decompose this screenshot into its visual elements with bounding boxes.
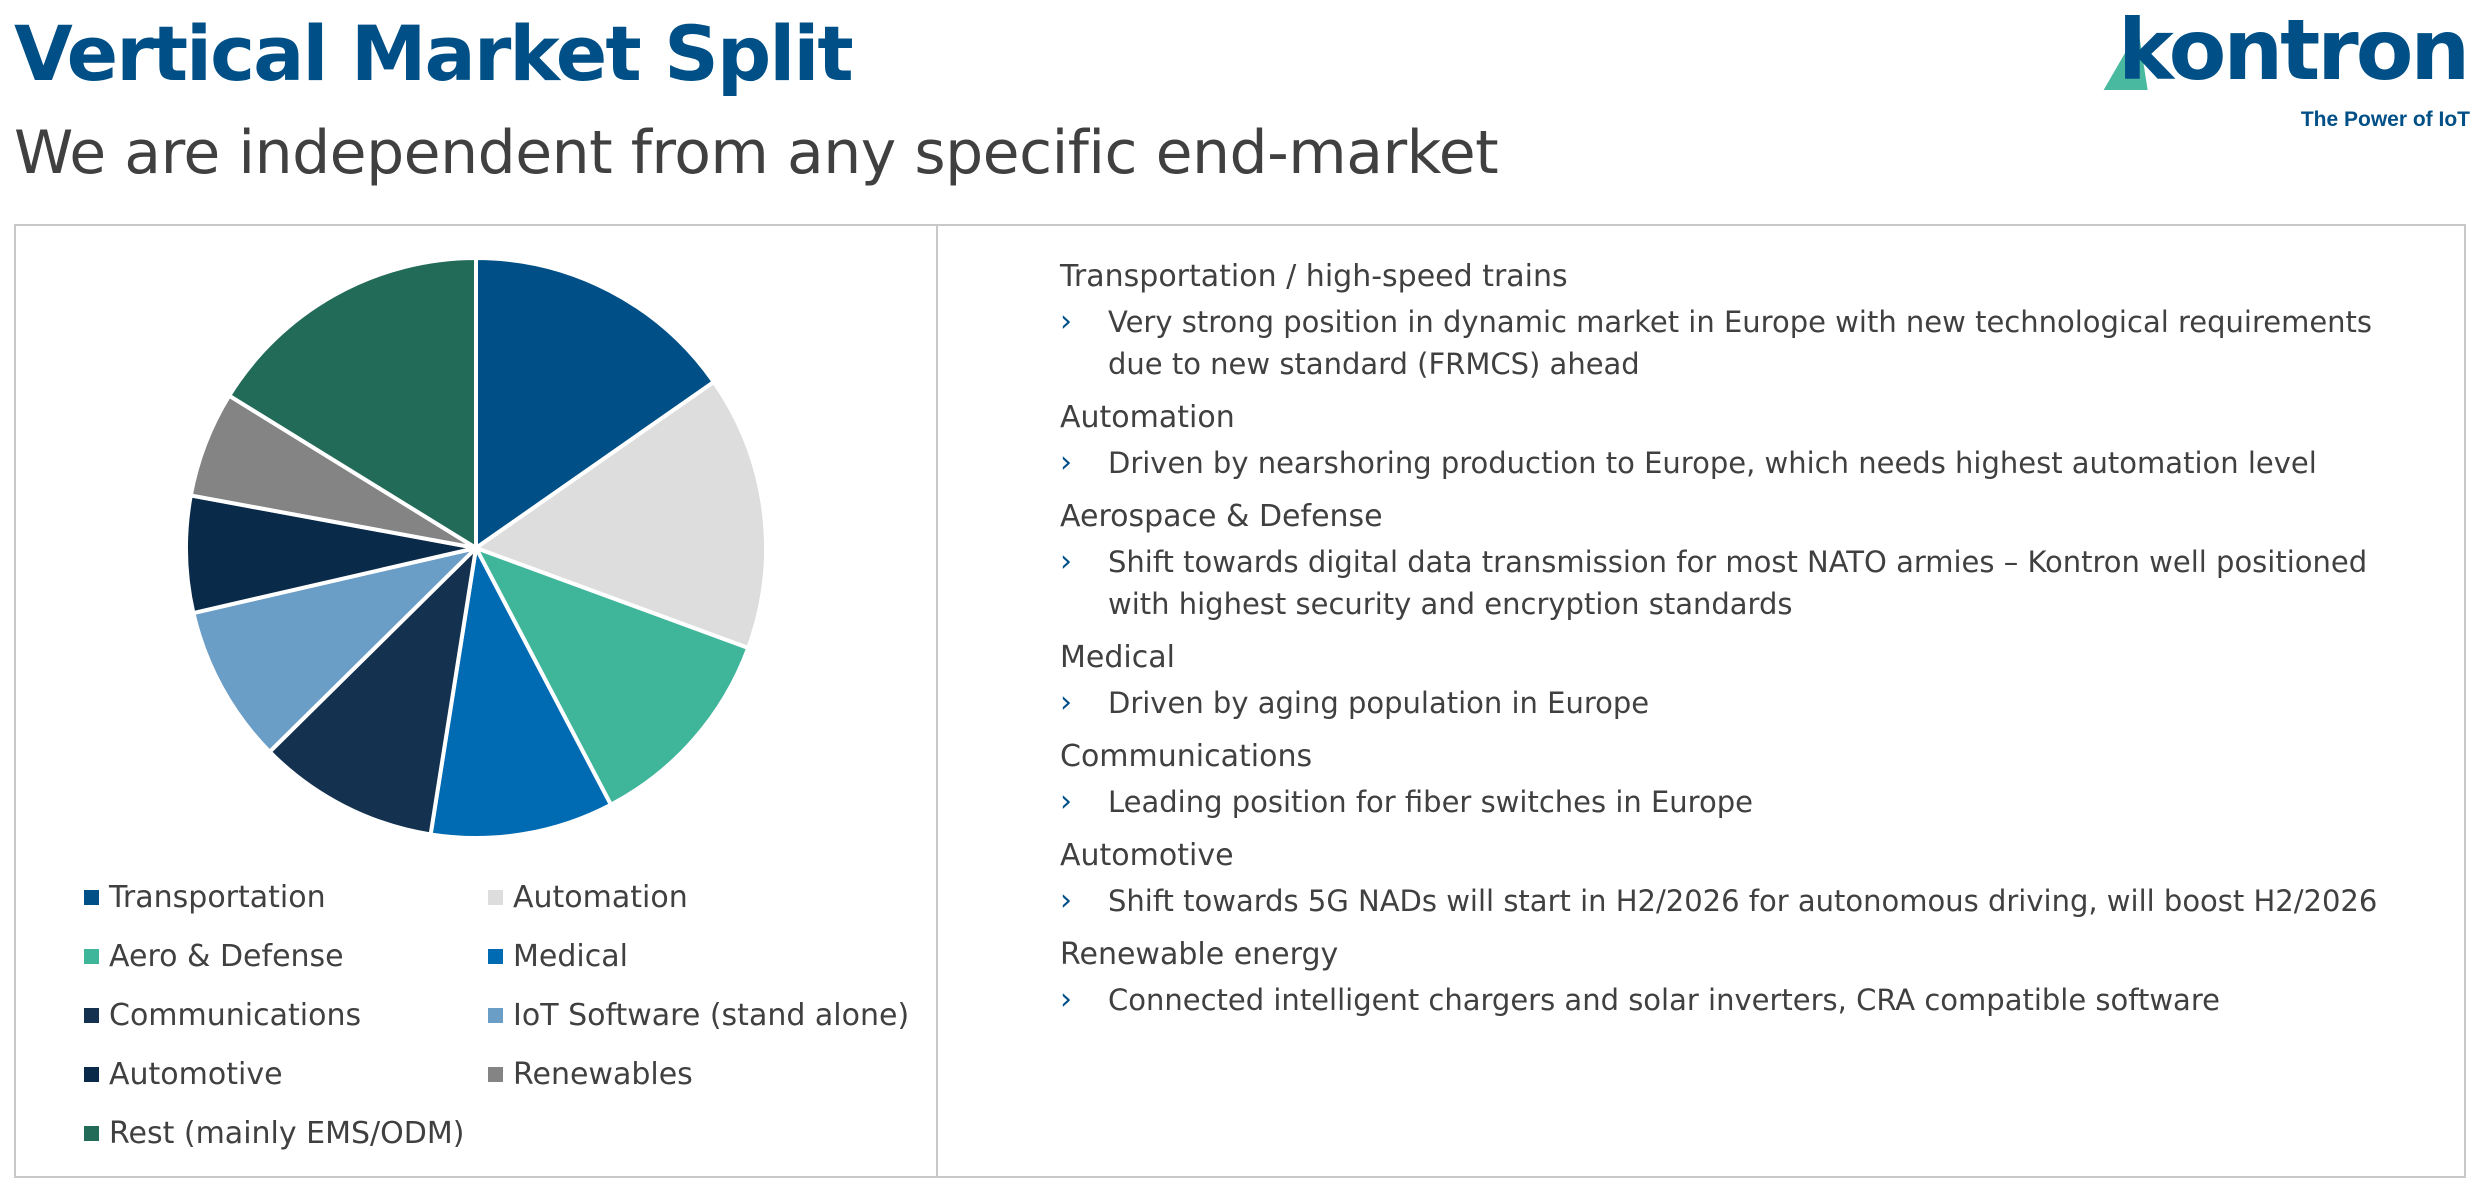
legend-label: Rest (mainly EMS/ODM) (109, 1115, 465, 1151)
page-subtitle: We are independent from any specific end… (14, 118, 1499, 188)
chevron-right-icon: › (1060, 544, 1072, 579)
legend-item-transportation: Transportation (84, 878, 488, 916)
legend-item-automation: Automation (488, 878, 904, 916)
pie-slice-rest-mainly-ems-odm (227, 256, 478, 550)
market-heading: Medical (1060, 640, 1175, 675)
legend-item-rest-mainly-ems-odm: Rest (mainly EMS/ODM) (84, 1114, 488, 1152)
legend-item-aero-defense: Aero & Defense (84, 937, 488, 975)
logo-wordmark: kontron (2118, 1, 2470, 99)
legend-swatch (488, 1007, 503, 1023)
legend-swatch (84, 889, 99, 905)
market-bullet: › Driven by nearshoring production to Eur… (1060, 442, 2430, 484)
market-heading: Automotive (1060, 838, 1234, 873)
market-section-automotive: Automotive › Shift towards 5G NADs will st… (1060, 837, 2430, 922)
legend-label: Medical (513, 938, 628, 974)
legend-swatch (488, 1066, 503, 1082)
kontron-logo: kontron The Power of IoT (2103, 8, 2474, 134)
legend-swatch (84, 1007, 99, 1023)
legend-label: Automotive (109, 1056, 283, 1092)
legend-swatch (84, 1125, 99, 1141)
legend-swatch (488, 889, 503, 905)
market-heading: Automation (1060, 400, 1235, 435)
pie-slice-transportation (474, 256, 716, 550)
market-bullet-text: Leading position for fiber switches in E… (1108, 785, 1753, 819)
market-bullet: › Driven by aging population in Europe (1060, 682, 2430, 724)
chart-panel: Transportation Automation Aero & Defense Me… (16, 226, 936, 1176)
chevron-right-icon: › (1060, 982, 1072, 1017)
market-bullet-text: Driven by nearshoring production to Euro… (1108, 446, 2317, 480)
legend-label: Transportation (109, 879, 326, 915)
legend-label: Aero & Defense (109, 938, 344, 974)
market-heading: Transportation / high-speed trains (1060, 259, 1568, 294)
market-bullet: › Very strong position in dynamic market … (1060, 301, 2430, 385)
legend-swatch (84, 948, 99, 964)
legend-item-iot-software-stand-alone: IoT Software (stand alone) (488, 996, 909, 1034)
content-box: Transportation Automation Aero & Defense Me… (14, 224, 2466, 1178)
legend-label: IoT Software (stand alone) (513, 997, 910, 1033)
legend-item-automotive: Automotive (84, 1055, 488, 1093)
market-bullet: › Leading position for fiber switches in … (1060, 781, 2430, 823)
legend-label: Communications (109, 997, 362, 1033)
market-section-aerospace-defense: Aerospace & Defense › Shift towards digita… (1060, 498, 2430, 625)
legend-item-renewables: Renewables (488, 1055, 904, 1093)
legend-label: Automation (513, 879, 688, 915)
pie-slice-iot-software-stand-alone (191, 546, 478, 754)
market-heading: Communications (1060, 739, 1313, 774)
legend-label: Renewables (513, 1056, 693, 1092)
market-bullet-text: Shift towards digital data transmission … (1108, 545, 2368, 621)
market-section-renewable-energy: Renewable energy › Connected intelligent c… (1060, 936, 2430, 1021)
market-bullet: › Shift towards 5G NADs will start in H2/… (1060, 880, 2430, 922)
chevron-right-icon: › (1060, 304, 1072, 339)
market-section-automation: Automation › Driven by nearshoring product… (1060, 399, 2430, 484)
market-section-medical: Medical › Driven by aging population in Eu… (1060, 639, 2430, 724)
market-heading: Aerospace & Defense (1060, 499, 1383, 534)
legend-swatch (488, 948, 503, 964)
market-bullet: › Connected intelligent chargers and sola… (1060, 979, 2430, 1021)
pie-chart (184, 256, 768, 840)
panel-divider (936, 226, 938, 1176)
market-heading: Renewable energy (1060, 937, 1339, 972)
chevron-right-icon: › (1060, 784, 1072, 819)
legend-swatch (84, 1066, 99, 1082)
chevron-right-icon: › (1060, 445, 1072, 480)
page-title: Vertical Market Split (14, 9, 854, 98)
market-bullet-text: Shift towards 5G NADs will start in H2/2… (1108, 884, 2378, 918)
pie-slice-automation (474, 379, 768, 650)
logo-tagline: The Power of IoT (2300, 108, 2470, 131)
chart-legend: Transportation Automation Aero & Defense Me… (84, 878, 909, 1152)
market-bullet-text: Driven by aging population in Europe (1108, 686, 1650, 720)
legend-item-communications: Communications (84, 996, 488, 1034)
market-section-communications: Communications › Leading position for fibe… (1060, 738, 2430, 823)
market-bullet: › Shift towards digital data transmission… (1060, 541, 2430, 625)
market-bullet-text: Very strong position in dynamic market i… (1108, 305, 2373, 381)
pie-slice-communications (267, 546, 478, 837)
market-bullet-text: Connected intelligent chargers and solar… (1108, 983, 2220, 1017)
market-details: Transportation / high-speed trains › Very … (1060, 258, 2430, 1035)
market-section-transportation-high-speed-trains: Transportation / high-speed trains › Very … (1060, 258, 2430, 385)
pie-slice-medical (428, 546, 613, 840)
pie-slice-aero-defense (474, 546, 751, 807)
pie-slice-automotive (184, 493, 478, 616)
legend-item-medical: Medical (488, 937, 904, 975)
chevron-right-icon: › (1060, 685, 1072, 720)
chevron-right-icon: › (1060, 883, 1072, 918)
